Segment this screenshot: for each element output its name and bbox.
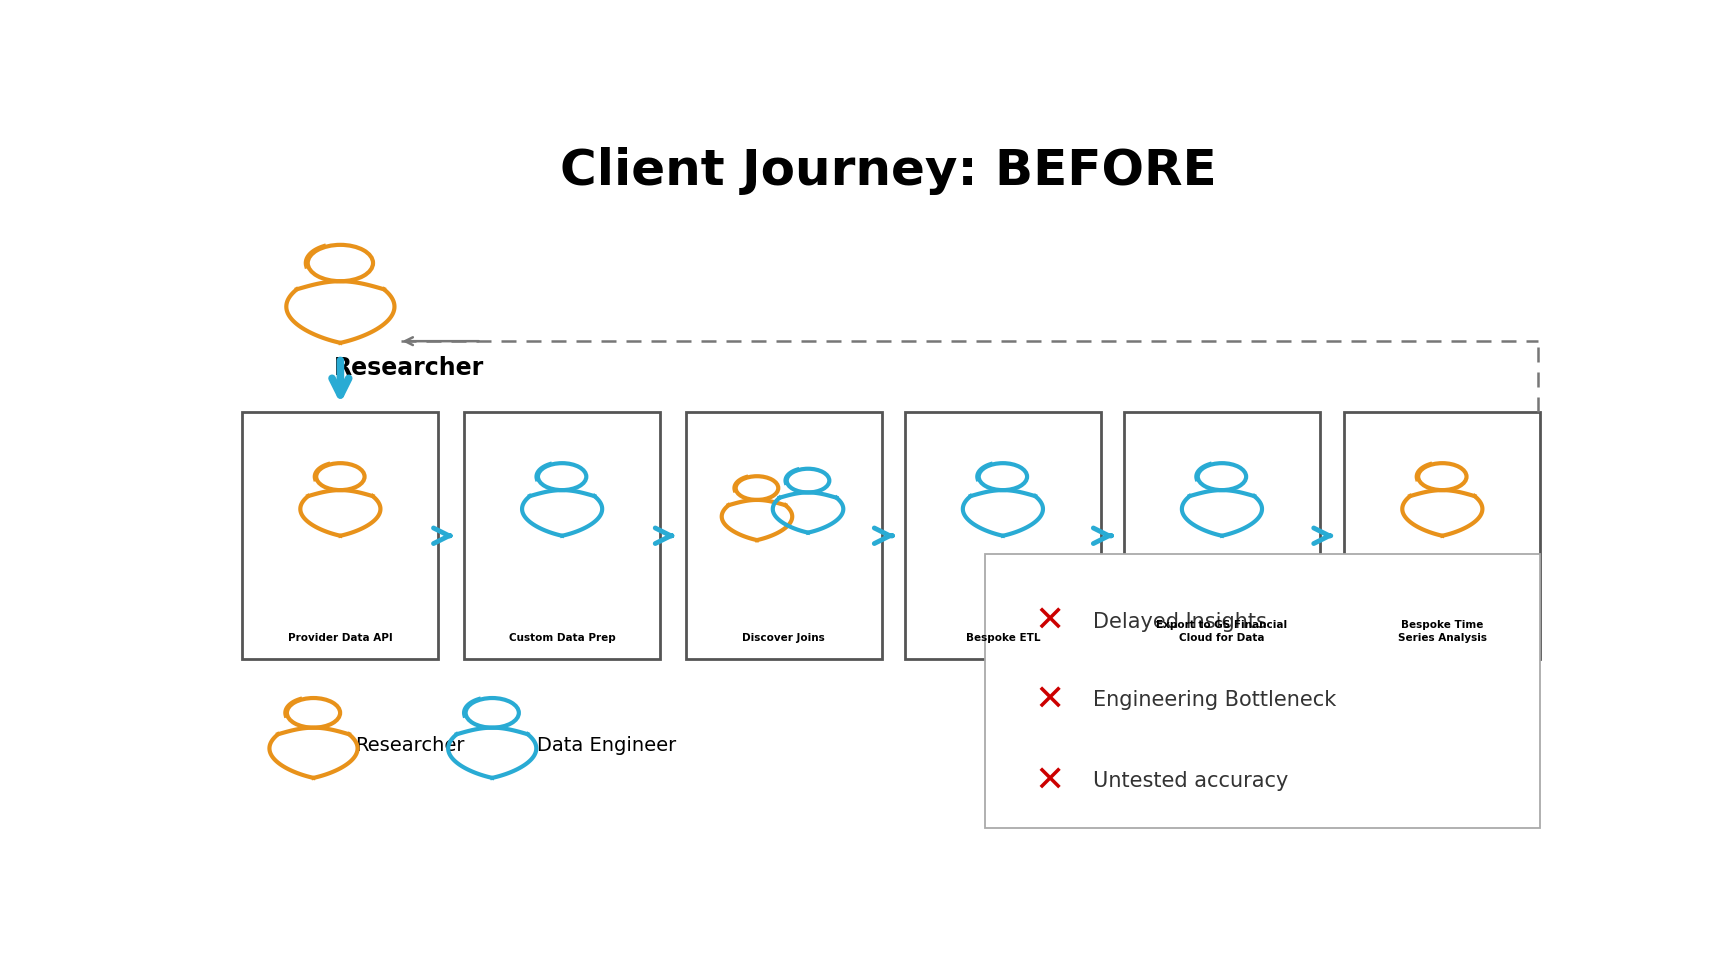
FancyBboxPatch shape [243,412,439,659]
FancyBboxPatch shape [905,412,1101,659]
Text: Bespoke Time
Series Analysis: Bespoke Time Series Analysis [1398,620,1486,642]
Text: Delayed Insights: Delayed Insights [1092,611,1268,632]
Text: ✕: ✕ [1035,764,1065,798]
Text: ✕: ✕ [1035,605,1065,639]
Text: Bespoke ETL: Bespoke ETL [966,633,1040,642]
Text: Custom Data Prep: Custom Data Prep [508,633,616,642]
FancyBboxPatch shape [1344,412,1540,659]
Text: Researcher: Researcher [355,736,465,755]
FancyBboxPatch shape [465,412,661,659]
FancyBboxPatch shape [1124,412,1320,659]
Text: Data Engineer: Data Engineer [536,736,676,755]
Text: Provider Data API: Provider Data API [288,633,394,642]
FancyBboxPatch shape [985,554,1540,828]
Text: Researcher: Researcher [333,356,484,380]
Text: Export to GS Financial
Cloud for Data: Export to GS Financial Cloud for Data [1157,620,1288,642]
Text: Client Journey: BEFORE: Client Journey: BEFORE [560,147,1217,194]
FancyBboxPatch shape [685,412,883,659]
Text: ✕: ✕ [1035,683,1065,717]
Text: Discover Joins: Discover Joins [742,633,825,642]
Text: Engineering Bottleneck: Engineering Bottleneck [1092,690,1337,711]
Text: Untested accuracy: Untested accuracy [1092,771,1288,791]
